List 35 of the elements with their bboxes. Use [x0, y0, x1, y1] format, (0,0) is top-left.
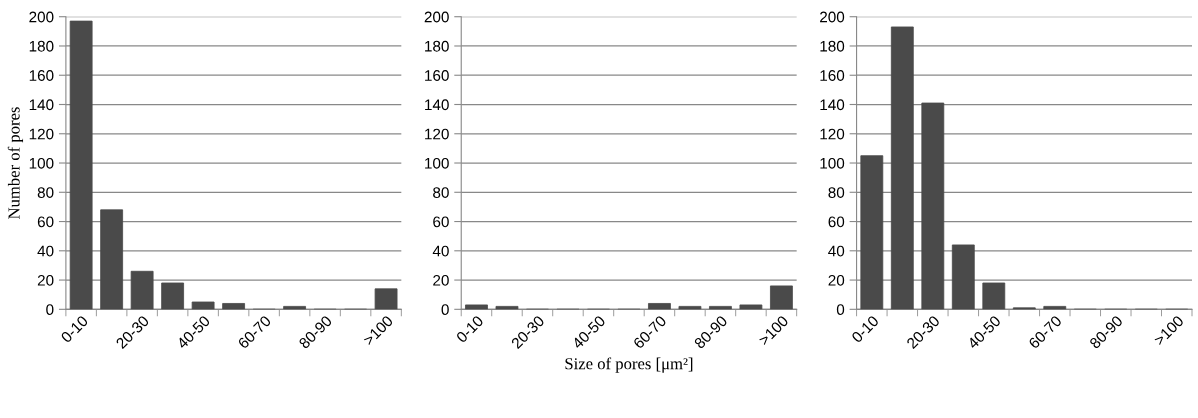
y-tick-label: 160	[29, 70, 54, 81]
y-tick-label: 140	[820, 99, 845, 111]
y-tick-label: 100	[820, 157, 845, 169]
y-tick-label: 200	[424, 11, 449, 23]
y-tick-label: 80	[433, 187, 449, 198]
y-tick-label: 120	[425, 128, 449, 140]
y-tick-label: 20	[828, 274, 845, 286]
y-tick-label: 40	[828, 245, 845, 257]
y-tick-label: 80	[37, 187, 54, 198]
y-tick-label: 140	[29, 99, 54, 111]
y-tick-label: 160	[820, 70, 845, 81]
y-tick-label: 0	[46, 304, 54, 316]
y-tick-label: 200	[820, 11, 845, 23]
y-tick-label: 180	[425, 40, 449, 52]
y-tick-label: 140	[425, 99, 449, 111]
y-tick-label: 200	[29, 11, 54, 23]
y-tick-label: 180	[820, 40, 845, 52]
y-tick-label: 20	[433, 274, 449, 286]
y-axis-title: Number of pores	[7, 107, 24, 220]
y-tick-label: 40	[37, 245, 54, 257]
y-tick-label: 100	[425, 157, 449, 169]
y-tick-label: 120	[820, 128, 845, 140]
y-tick-label: 180	[29, 40, 54, 52]
y-tick-label: 40	[432, 245, 449, 257]
y-tick-label: 60	[37, 216, 54, 228]
y-tick-label: 0	[441, 304, 449, 316]
y-tick-label: 80	[828, 187, 845, 198]
y-tick-label: 60	[433, 216, 449, 228]
y-tick-label: 60	[828, 216, 845, 228]
x-axis-title: Size of pores [μm²]	[565, 357, 693, 373]
y-tick-label: 120	[29, 128, 54, 140]
y-tick-label: 160	[425, 70, 449, 81]
y-tick-label: 0	[836, 304, 845, 316]
y-tick-label: 20	[37, 274, 54, 286]
y-tick-label: 100	[29, 157, 54, 169]
